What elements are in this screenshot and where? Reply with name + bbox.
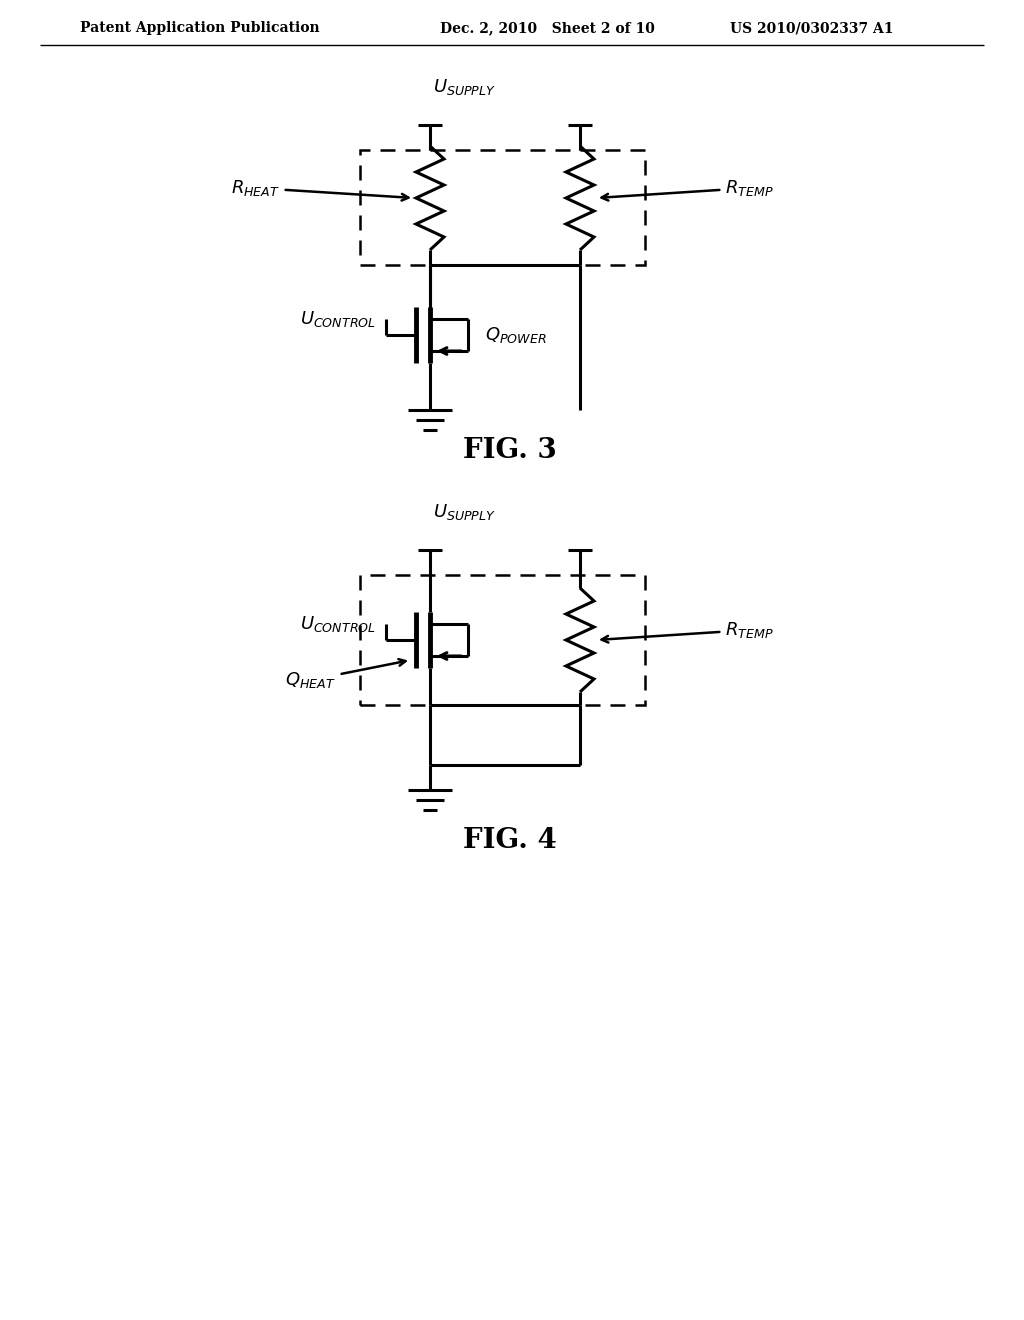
Text: $Q_{POWER}$: $Q_{POWER}$ bbox=[485, 325, 547, 345]
Bar bbox=[360, 576, 645, 705]
Text: $U_{CONTROL}$: $U_{CONTROL}$ bbox=[300, 309, 376, 329]
Text: FIG. 4: FIG. 4 bbox=[463, 826, 557, 854]
Text: $Q_{HEAT}$: $Q_{HEAT}$ bbox=[286, 659, 406, 690]
Text: $U_{CONTROL}$: $U_{CONTROL}$ bbox=[300, 614, 376, 634]
Text: FIG. 3: FIG. 3 bbox=[463, 437, 557, 463]
Text: $U_{SUPPLY}$: $U_{SUPPLY}$ bbox=[433, 502, 497, 521]
Text: Patent Application Publication: Patent Application Publication bbox=[80, 21, 319, 36]
Text: $R_{TEMP}$: $R_{TEMP}$ bbox=[601, 178, 773, 201]
Text: $U_{SUPPLY}$: $U_{SUPPLY}$ bbox=[433, 77, 497, 96]
Text: $R_{TEMP}$: $R_{TEMP}$ bbox=[601, 620, 773, 643]
Text: US 2010/0302337 A1: US 2010/0302337 A1 bbox=[730, 21, 894, 36]
Bar bbox=[360, 150, 645, 265]
Text: Dec. 2, 2010   Sheet 2 of 10: Dec. 2, 2010 Sheet 2 of 10 bbox=[440, 21, 655, 36]
Text: $R_{HEAT}$: $R_{HEAT}$ bbox=[230, 178, 409, 201]
